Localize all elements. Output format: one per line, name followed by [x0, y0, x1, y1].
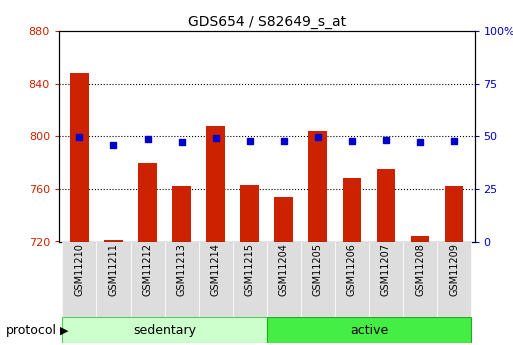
Text: GSM11206: GSM11206	[347, 243, 357, 296]
Text: sedentary: sedentary	[133, 324, 196, 337]
Text: GSM11204: GSM11204	[279, 243, 289, 296]
Text: GSM11207: GSM11207	[381, 243, 391, 296]
Text: GSM11211: GSM11211	[108, 243, 119, 296]
Bar	[377, 169, 396, 241]
Text: GSM11209: GSM11209	[449, 243, 459, 296]
Bar	[267, 241, 301, 317]
Bar	[199, 241, 233, 317]
Bar	[63, 241, 96, 317]
Text: ▶: ▶	[60, 325, 69, 335]
Text: active: active	[350, 324, 388, 337]
Bar	[138, 162, 157, 242]
Text: GSM11215: GSM11215	[245, 243, 255, 296]
Bar	[308, 131, 327, 241]
Title: GDS654 / S82649_s_at: GDS654 / S82649_s_at	[188, 14, 346, 29]
Bar	[301, 241, 335, 317]
Bar	[241, 185, 259, 242]
Bar	[274, 197, 293, 241]
Bar	[267, 317, 471, 343]
Bar	[172, 186, 191, 242]
Bar	[403, 241, 437, 317]
Text: GSM11208: GSM11208	[415, 243, 425, 296]
Bar	[411, 236, 429, 241]
Bar	[165, 241, 199, 317]
Text: GSM11213: GSM11213	[176, 243, 187, 296]
Text: GSM11214: GSM11214	[211, 243, 221, 296]
Text: protocol: protocol	[6, 324, 56, 337]
Text: GSM11210: GSM11210	[74, 243, 85, 296]
Bar	[130, 241, 165, 317]
Bar	[96, 241, 130, 317]
Text: GSM11205: GSM11205	[313, 243, 323, 296]
Bar	[206, 126, 225, 242]
Bar	[369, 241, 403, 317]
Bar	[63, 317, 267, 343]
Bar	[437, 241, 471, 317]
Bar	[233, 241, 267, 317]
Bar	[104, 240, 123, 241]
Bar	[445, 186, 463, 242]
Bar	[343, 178, 361, 242]
Bar	[335, 241, 369, 317]
Bar	[70, 73, 89, 242]
Text: GSM11212: GSM11212	[143, 243, 152, 296]
